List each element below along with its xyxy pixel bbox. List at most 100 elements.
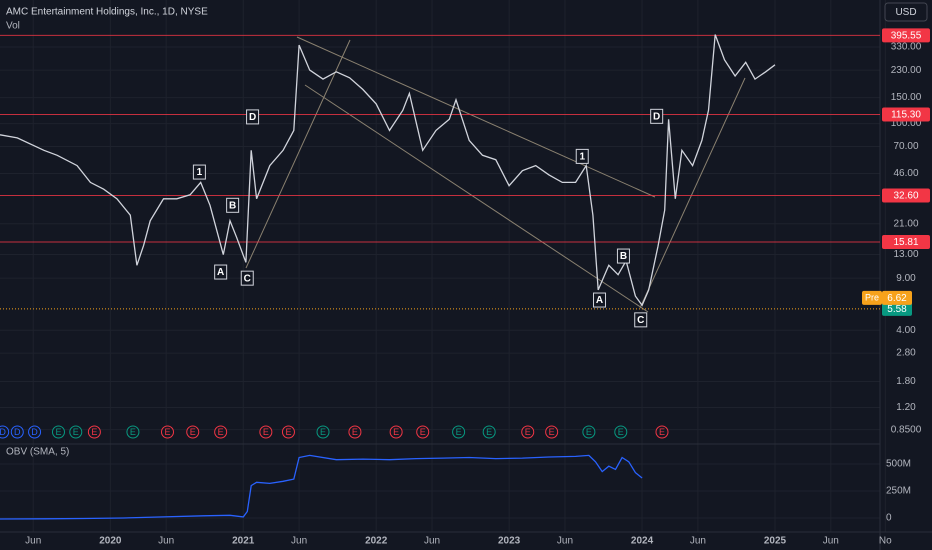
premarket-label: 6.62: [887, 293, 907, 304]
x-tick-label: Jun: [291, 536, 307, 547]
event-marker[interactable]: [281, 425, 295, 439]
premarket-name-tag: [862, 290, 882, 305]
x-tick-label: No: [879, 536, 892, 547]
event-label: E: [73, 427, 79, 437]
event-label: E: [393, 427, 399, 437]
wave-label: B: [229, 200, 236, 211]
event-marker[interactable]: [545, 425, 559, 439]
x-tick-label: Jun: [25, 536, 41, 547]
event-marker[interactable]: [416, 425, 430, 439]
wave-label: A: [596, 295, 603, 306]
currency[interactable]: USD: [895, 7, 916, 18]
event-marker[interactable]: [482, 425, 496, 439]
level-label: 15.81: [893, 237, 918, 248]
wave-label: C: [637, 315, 644, 326]
y-tick-label: 70.00: [893, 141, 918, 152]
x-tick-label: Jun: [158, 536, 174, 547]
currency-button[interactable]: [884, 2, 928, 22]
x-tick-label: 2022: [365, 536, 388, 547]
event-marker[interactable]: [316, 425, 330, 439]
y-tick-label: 4.00: [896, 325, 916, 336]
wave-label: D: [249, 112, 256, 123]
event-label: E: [486, 427, 492, 437]
wave-label-box: [575, 148, 589, 164]
event-marker[interactable]: [0, 425, 10, 439]
event-marker[interactable]: [259, 425, 273, 439]
event-label: E: [549, 427, 555, 437]
x-tick-label: Jun: [690, 536, 706, 547]
trend-line: [296, 36, 656, 198]
event-marker[interactable]: [582, 425, 596, 439]
event-label: E: [91, 427, 97, 437]
event-label: D: [31, 427, 38, 437]
wave-label: 1: [197, 167, 203, 178]
obv-tick-label: 500M: [886, 459, 911, 470]
event-marker[interactable]: [186, 425, 200, 439]
x-tick-label: Jun: [823, 536, 839, 547]
event-label: E: [659, 427, 665, 437]
chart-title: AMC Entertainment Holdings, Inc., 1D, NY…: [6, 7, 208, 18]
wave-label-box: [616, 248, 630, 264]
wave-label-box: [634, 312, 648, 328]
event-marker[interactable]: [87, 425, 101, 439]
trend-line: [245, 39, 351, 269]
y-tick-label: 1.20: [896, 402, 916, 413]
event-marker[interactable]: [214, 425, 228, 439]
x-tick-label: 2024: [631, 536, 654, 547]
y-tick-label: 230.00: [891, 65, 922, 76]
wave-label-box: [593, 292, 607, 308]
event-marker[interactable]: [69, 425, 83, 439]
event-marker[interactable]: [614, 425, 628, 439]
wave-label-box: [192, 164, 206, 180]
y-tick-label: 0.8500: [891, 424, 922, 435]
wave-label-box: [214, 264, 228, 280]
level-label: 32.60: [893, 191, 918, 202]
last-price-tag: [882, 301, 912, 316]
y-tick-label: 2.80: [896, 348, 916, 359]
event-marker[interactable]: [452, 425, 466, 439]
y-tick-label: 13.00: [893, 249, 918, 260]
event-marker[interactable]: [28, 425, 42, 439]
event-label: E: [130, 427, 136, 437]
y-tick-label: 1.80: [896, 376, 916, 387]
wave-label: B: [620, 251, 627, 262]
event-label: E: [285, 427, 291, 437]
obv-tick-label: 0: [886, 513, 892, 524]
wave-label: C: [244, 273, 251, 284]
level-tag: [882, 188, 930, 203]
wave-label-box: [240, 270, 254, 286]
event-marker[interactable]: [389, 425, 403, 439]
x-tick-label: 2020: [99, 536, 122, 547]
y-tick-label: 100.00: [891, 118, 922, 129]
trend-lines: [245, 36, 746, 313]
event-label: E: [525, 427, 531, 437]
wave-label: A: [217, 267, 224, 278]
wave-label: D: [653, 111, 660, 122]
series-line: [0, 34, 776, 307]
wave-label: 1: [579, 152, 585, 163]
y-tick-label: 330.00: [891, 42, 922, 53]
event-label: E: [320, 427, 326, 437]
event-label: E: [55, 427, 61, 437]
event-marker[interactable]: [521, 425, 535, 439]
event-label: E: [618, 427, 624, 437]
event-marker[interactable]: [51, 425, 65, 439]
event-label: E: [263, 427, 269, 437]
level-tag: [882, 234, 930, 249]
event-label: E: [456, 427, 462, 437]
y-tick-label: 9.00: [896, 273, 916, 284]
level-tag: [882, 107, 930, 122]
x-tick-label: 2021: [232, 536, 255, 547]
event-marker[interactable]: [160, 425, 174, 439]
x-tick-label: Jun: [424, 536, 440, 547]
event-marker[interactable]: [348, 425, 362, 439]
event-label: E: [218, 427, 224, 437]
event-marker[interactable]: [655, 425, 669, 439]
x-tick-label: 2025: [764, 536, 787, 547]
event-label: E: [190, 427, 196, 437]
event-marker[interactable]: [10, 425, 24, 439]
event-marker[interactable]: [126, 425, 140, 439]
level-label: 395.55: [891, 30, 922, 41]
x-tick-label: Jun: [557, 536, 573, 547]
